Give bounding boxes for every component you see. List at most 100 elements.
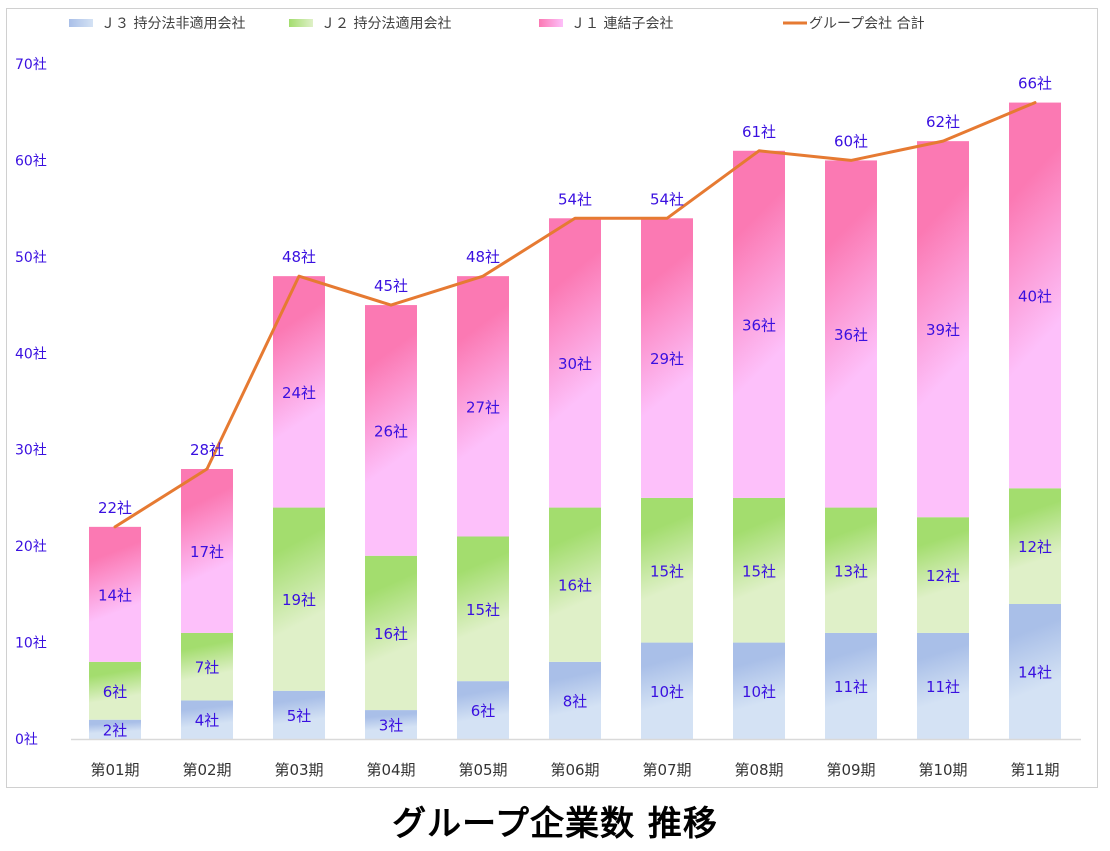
y-tick-label: 10社 — [15, 636, 47, 652]
data-label-s0-9: 11社 — [926, 678, 960, 696]
y-tick-label: 60社 — [15, 153, 47, 169]
bar-segment-s2-0 — [89, 526, 141, 662]
data-label-s0-10: 14社 — [1018, 664, 1052, 682]
legend-label-3: グループ会社 合計 — [809, 16, 925, 32]
legend-label-2: Ｊ１ 連結子会社 — [571, 16, 673, 32]
x-tick-label: 第02期 — [182, 761, 231, 779]
data-label-s2-7: 36社 — [742, 316, 776, 334]
bar-segment-s0-7 — [733, 642, 785, 739]
bar-segment-s1-6 — [641, 497, 693, 643]
bar-segment-s0-10 — [1009, 604, 1061, 739]
y-tick-label: 70社 — [15, 57, 47, 73]
total-line-series — [113, 101, 1037, 529]
data-label-s1-2: 19社 — [282, 591, 316, 609]
bar-segment-s0-8 — [825, 632, 877, 739]
data-label-s1-6: 15社 — [650, 562, 684, 580]
data-label-s0-4: 6社 — [471, 702, 496, 720]
data-label-s1-7: 15社 — [742, 562, 776, 580]
data-label-s2-9: 39社 — [926, 321, 960, 339]
bar-segment-s2-4 — [457, 276, 509, 537]
bar-segment-s2-8 — [825, 160, 877, 508]
bar-segment-s0-2 — [273, 690, 325, 739]
chart-frame: Ｊ３ 持分法非適用会社 Ｊ２ 持分法適用会社 Ｊ１ 連結子会社 グループ会社 合計 0… — [6, 8, 1098, 788]
legend-label-1: Ｊ２ 持分法適用会社 — [321, 15, 451, 32]
data-label-s1-9: 12社 — [926, 567, 960, 585]
data-label-s1-3: 16社 — [374, 625, 408, 643]
data-label-s2-2: 24社 — [282, 384, 316, 402]
total-label-10: 66社 — [1018, 75, 1052, 93]
bar-segment-s0-5 — [549, 661, 601, 739]
bar-segment-s2-1 — [181, 469, 233, 633]
bar-segment-s0-1 — [181, 700, 233, 739]
y-tick-label: 40社 — [15, 346, 47, 362]
total-label-8: 60社 — [834, 132, 868, 150]
data-label-s0-8: 11社 — [834, 678, 868, 696]
total-label-5: 54社 — [558, 190, 592, 208]
bar-segment-s2-7 — [733, 150, 785, 498]
bar-segment-s1-10 — [1009, 488, 1061, 604]
bar-segment-s1-3 — [365, 555, 417, 711]
bar-segment-s1-9 — [917, 517, 969, 633]
bar-segment-s0-3 — [365, 710, 417, 739]
x-axis: 第01期 第02期 第03期 第04期 第05期 第06期 第07期 第08期 第09期 第10期… — [90, 761, 1059, 779]
bar-segment-s0-9 — [917, 632, 969, 739]
x-tick-label: 第05期 — [458, 761, 507, 779]
total-label-7: 61社 — [742, 123, 776, 141]
chart-title: グループ企業数 推移 — [392, 804, 718, 844]
total-label-1: 28社 — [190, 441, 224, 459]
bar-segment-s1-5 — [549, 507, 601, 662]
x-tick-label: 第01期 — [90, 761, 139, 779]
bar-segment-s0-4 — [457, 681, 509, 739]
data-label-s2-5: 30社 — [558, 355, 592, 373]
chart-svg: Ｊ３ 持分法非適用会社 Ｊ２ 持分法適用会社 Ｊ１ 連結子会社 グループ会社 合計 0… — [15, 15, 1081, 779]
y-tick-label: 0社 — [15, 732, 38, 748]
total-label-6: 54社 — [650, 190, 684, 208]
legend-label-0: Ｊ３ 持分法非適用会社 — [101, 15, 245, 32]
bar-segment-s2-5 — [549, 218, 601, 508]
data-label-s1-5: 16社 — [558, 577, 592, 595]
total-label-4: 48社 — [466, 248, 500, 266]
data-label-s2-6: 29社 — [650, 350, 684, 368]
bar-segment-s0-0 — [89, 719, 141, 739]
y-tick-label: 50社 — [15, 250, 47, 266]
y-tick-label: 20社 — [15, 539, 47, 555]
x-tick-label: 第07期 — [642, 761, 691, 779]
x-tick-label: 第04期 — [366, 761, 415, 779]
x-tick-label: 第10期 — [918, 761, 967, 779]
data-label-s0-2: 5社 — [287, 707, 312, 725]
data-label-s1-0: 6社 — [103, 683, 128, 701]
bar-segment-s1-8 — [825, 507, 877, 633]
data-label-s0-0: 2社 — [103, 721, 128, 739]
data-label-s1-8: 13社 — [834, 562, 868, 580]
x-tick-label: 第11期 — [1010, 761, 1059, 779]
data-label-s2-4: 27社 — [466, 398, 500, 416]
bar-segment-s1-1 — [181, 632, 233, 701]
total-label-2: 48社 — [282, 248, 316, 266]
data-label-s2-1: 17社 — [190, 543, 224, 561]
bar-segment-s2-10 — [1009, 102, 1061, 489]
legend-swatch-2 — [539, 19, 563, 27]
data-label-s2-10: 40社 — [1018, 287, 1052, 305]
bar-segment-s2-3 — [365, 305, 417, 556]
bar-segment-s2-9 — [917, 141, 969, 518]
data-label-s0-3: 3社 — [379, 717, 404, 735]
data-label-s0-6: 10社 — [650, 683, 684, 701]
data-label-s2-8: 36社 — [834, 326, 868, 344]
bar-segment-s0-6 — [641, 642, 693, 739]
y-tick-label: 30社 — [15, 443, 47, 459]
data-label-s2-3: 26社 — [374, 422, 408, 440]
total-label-3: 45社 — [374, 277, 408, 295]
data-label-s0-7: 10社 — [742, 683, 776, 701]
x-tick-label: 第06期 — [550, 761, 599, 779]
total-label-0: 22社 — [98, 499, 132, 517]
bar-segment-s2-6 — [641, 218, 693, 498]
data-label-s0-5: 8社 — [563, 692, 588, 710]
bar-segment-s1-4 — [457, 536, 509, 682]
x-tick-label: 第09期 — [826, 761, 875, 779]
data-label-s0-1: 4社 — [195, 712, 220, 730]
bar-segment-s1-7 — [733, 497, 785, 643]
legend: Ｊ３ 持分法非適用会社 Ｊ２ 持分法適用会社 Ｊ１ 連結子会社 グループ会社 合計 — [69, 15, 925, 32]
legend-swatch-0 — [69, 19, 93, 27]
data-label-s1-1: 7社 — [195, 659, 220, 677]
data-label-s2-0: 14社 — [98, 586, 132, 604]
